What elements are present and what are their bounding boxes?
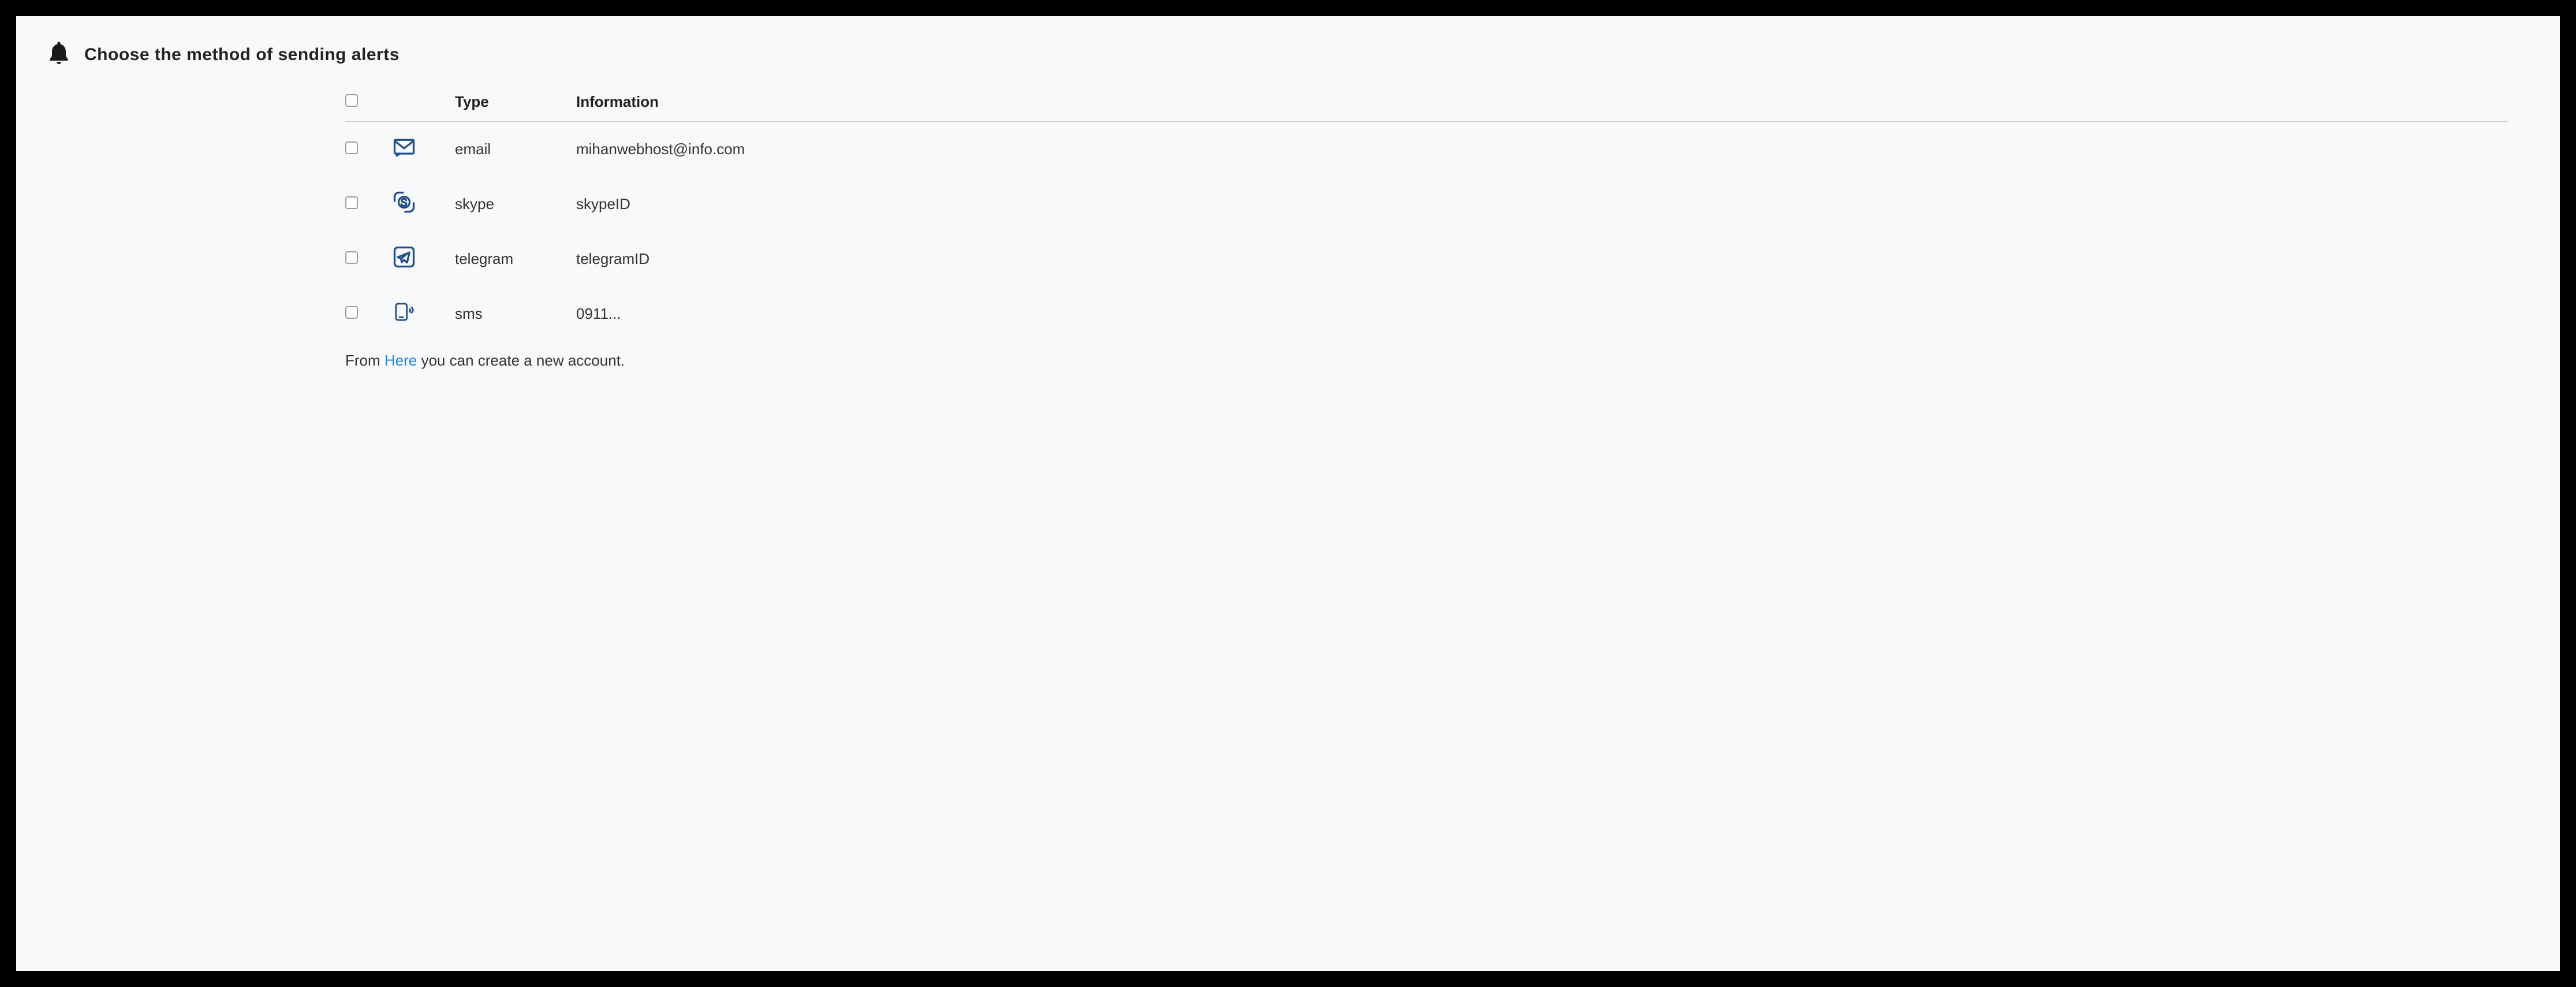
table-row: telegram telegramID (345, 232, 2508, 286)
email-icon (391, 135, 417, 160)
type-cell: telegram (455, 232, 576, 286)
alerts-panel: Choose the method of sending alerts Type… (16, 16, 2560, 971)
row-checkbox-email[interactable] (345, 141, 358, 154)
footer-prefix: From (345, 352, 384, 369)
sms-icon (391, 299, 417, 325)
table-row: email mihanwebhost@info.com (345, 122, 2508, 177)
column-header-type: Type (455, 87, 576, 122)
info-cell: skypeID (576, 177, 2508, 232)
telegram-icon (391, 244, 417, 270)
footer-suffix: you can create a new account. (417, 352, 625, 369)
table-row: skype skypeID (345, 177, 2508, 232)
row-checkbox-sms[interactable] (345, 306, 358, 319)
info-cell: telegramID (576, 232, 2508, 286)
info-cell: mihanwebhost@info.com (576, 122, 2508, 177)
type-cell: sms (455, 286, 576, 341)
bell-icon (45, 39, 73, 70)
alert-methods-table: Type Information (345, 87, 2508, 341)
column-header-information: Information (576, 87, 2508, 122)
panel-title: Choose the method of sending alerts (84, 45, 400, 65)
info-cell: 0911... (576, 286, 2508, 341)
skype-icon (391, 189, 417, 215)
create-account-link[interactable]: Here (384, 352, 417, 369)
footer-note: From Here you can create a new account. (345, 352, 2508, 370)
panel-header: Choose the method of sending alerts (45, 39, 2531, 70)
alert-methods-table-wrap: Type Information (345, 87, 2508, 370)
row-checkbox-telegram[interactable] (345, 251, 358, 264)
type-cell: skype (455, 177, 576, 232)
table-row: sms 0911... (345, 286, 2508, 341)
select-all-checkbox[interactable] (345, 94, 358, 107)
type-cell: email (455, 122, 576, 177)
row-checkbox-skype[interactable] (345, 196, 358, 209)
